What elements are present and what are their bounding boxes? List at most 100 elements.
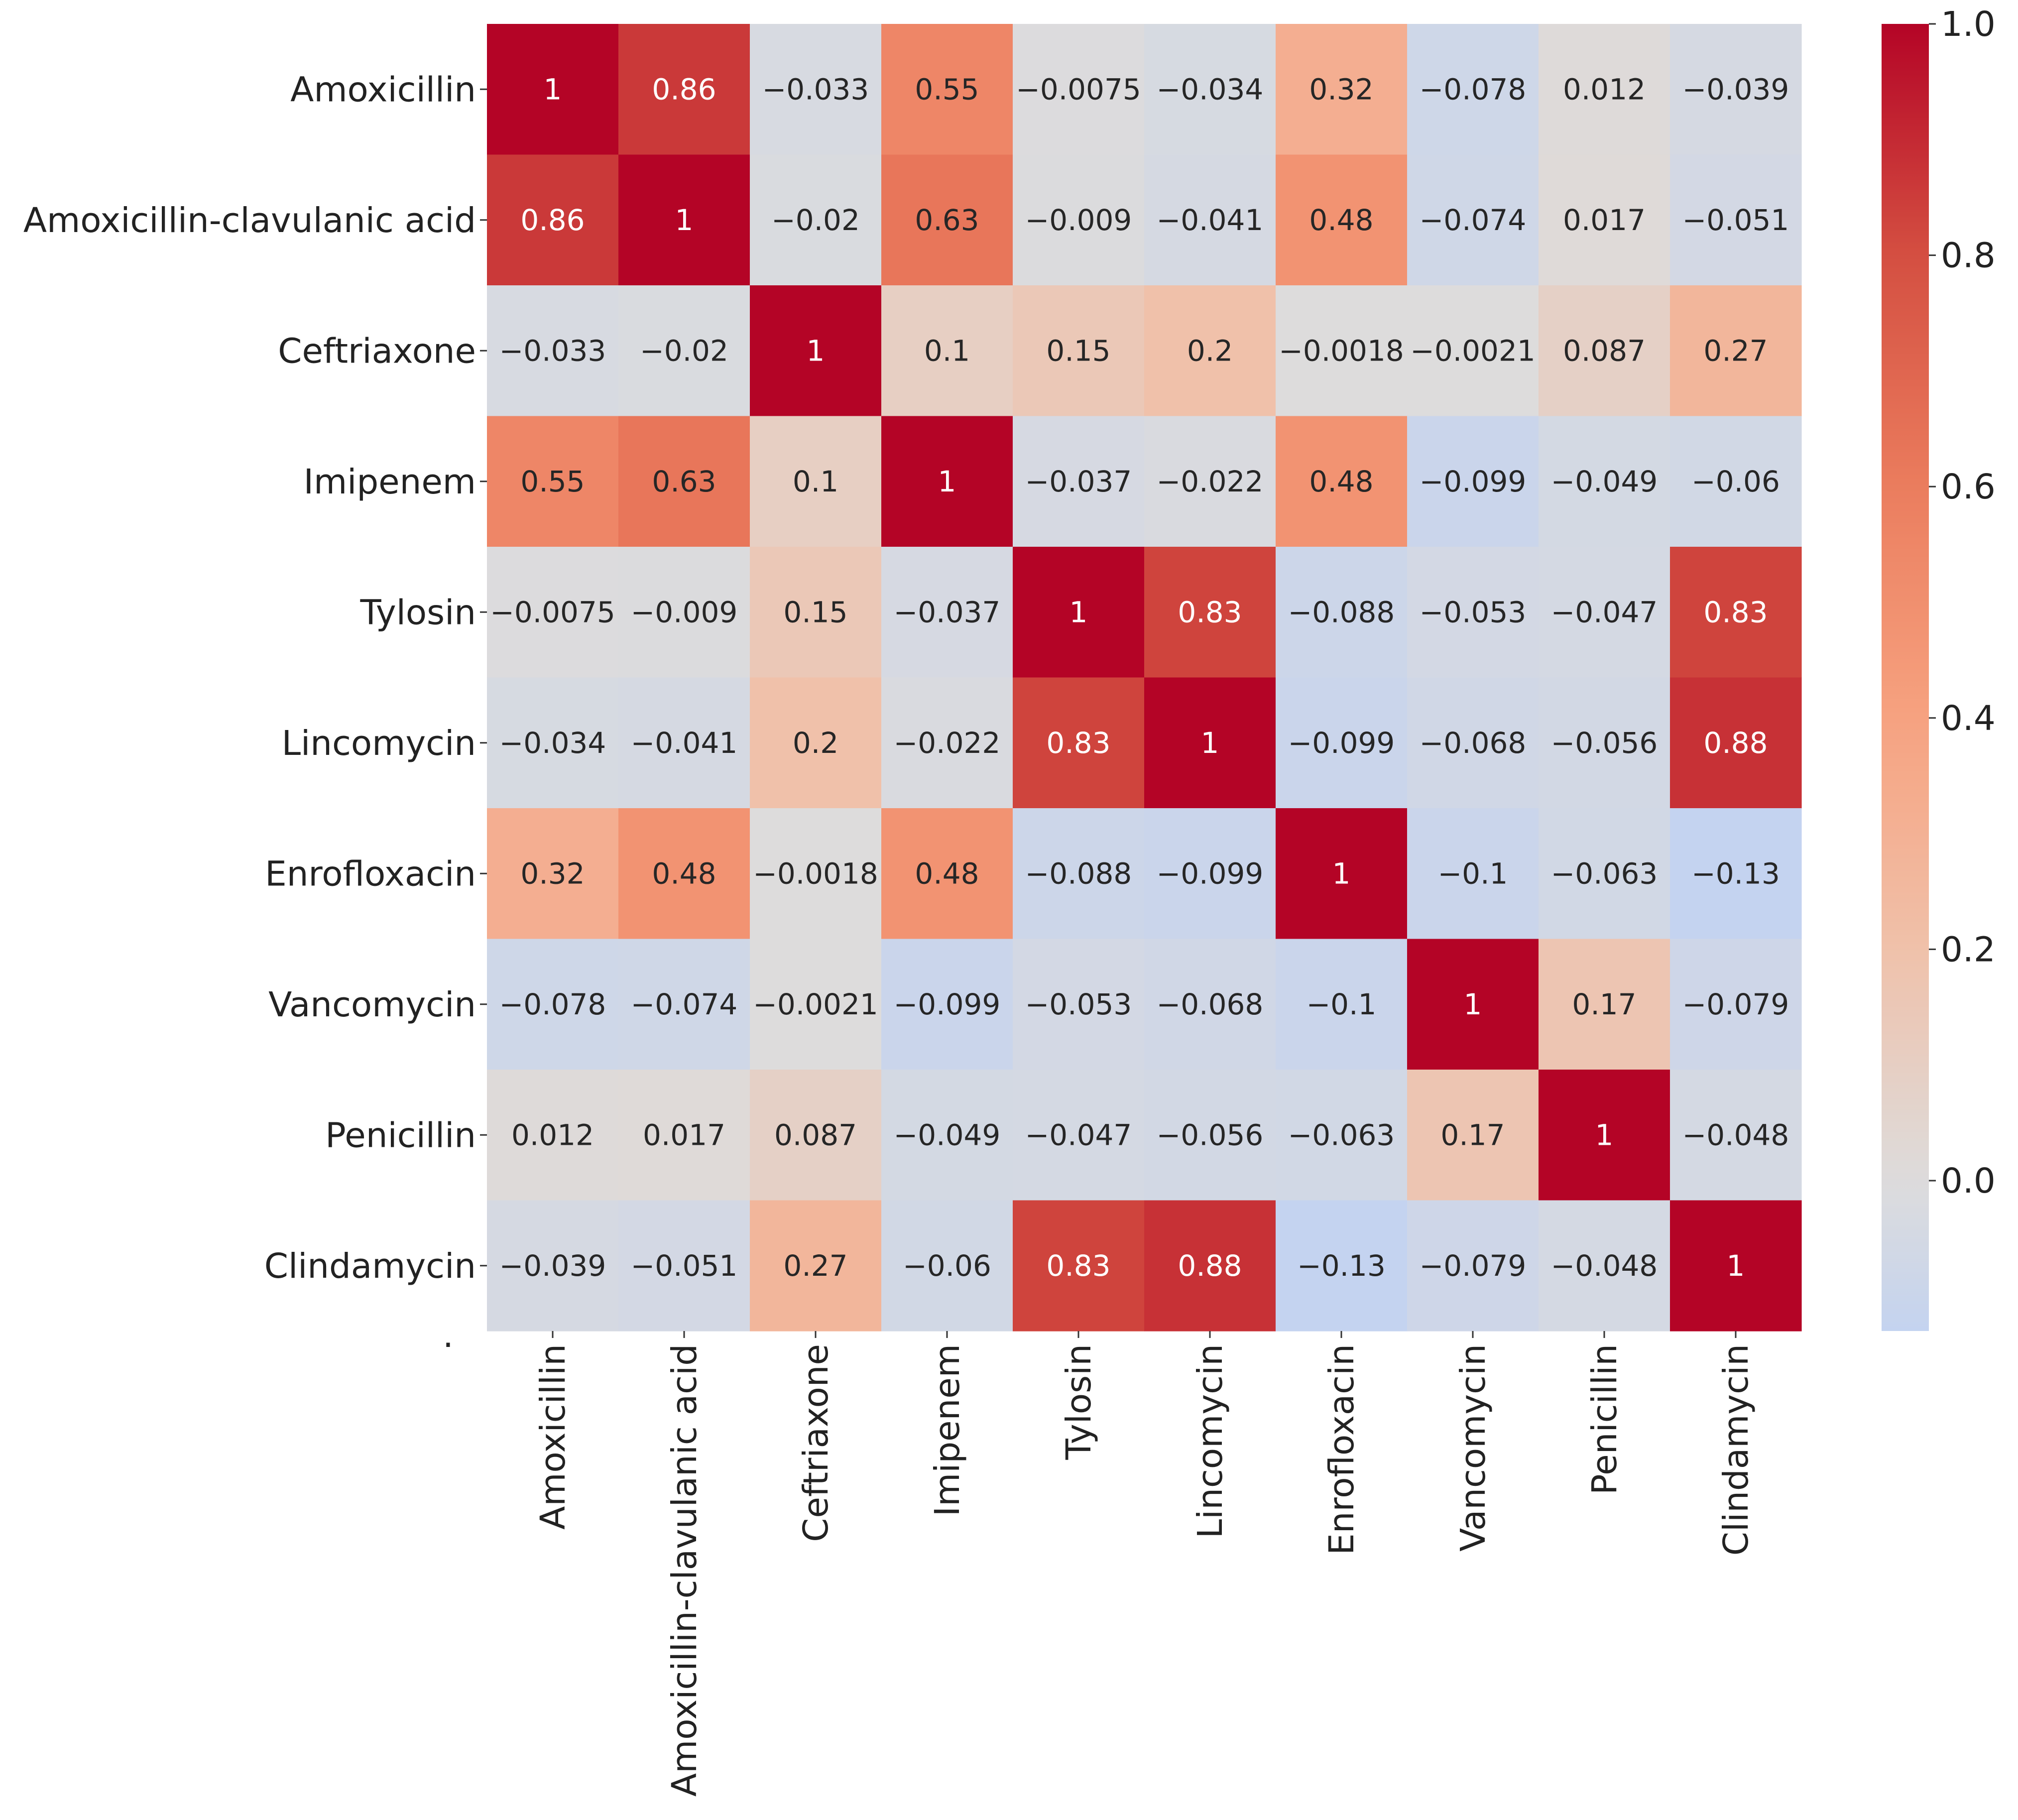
- cell-value-label: −0.063: [1551, 856, 1658, 890]
- heatmap-cells: [487, 24, 1802, 1332]
- cell-value-label: −0.051: [1682, 203, 1789, 237]
- heatmap-cell: [1670, 547, 1802, 678]
- cell-value-label: −0.099: [894, 987, 1001, 1021]
- heatmap-cell: [487, 1200, 619, 1332]
- cell-value-label: 0.15: [1046, 334, 1110, 367]
- y-tick-label: Enrofloxacin: [265, 854, 476, 894]
- heatmap-cell: [1670, 24, 1802, 155]
- heatmap-cell: [1276, 285, 1408, 417]
- cell-value-label: −0.034: [499, 726, 606, 760]
- heatmap-cell: [881, 154, 1013, 286]
- heatmap-cell: [487, 1070, 619, 1201]
- cell-value-label: −0.02: [771, 203, 860, 237]
- cell-value-label: 1: [544, 72, 562, 106]
- cell-value-label: −0.053: [1420, 595, 1527, 629]
- heatmap-cell: [618, 1200, 750, 1332]
- cell-value-label: 0.2: [1187, 334, 1233, 367]
- cell-value-label: 0.017: [1563, 203, 1646, 237]
- x-axis: Amoxicillin Amoxicillin-clavulanic acid Ce…: [533, 1331, 1756, 1797]
- cell-value-label: −0.0021: [753, 987, 878, 1021]
- heatmap-cell: [618, 808, 750, 940]
- heatmap-cell: [750, 939, 882, 1070]
- cell-value-label: −0.022: [1157, 465, 1264, 498]
- cell-value-label: −0.039: [1682, 72, 1789, 106]
- cell-value-label: −0.079: [1682, 987, 1789, 1021]
- heatmap-cell: [1144, 1200, 1276, 1332]
- heatmap-cell: [881, 939, 1013, 1070]
- cell-value-label: −0.0021: [1410, 334, 1536, 367]
- cell-value-label: −0.02: [640, 334, 728, 367]
- cell-value-label: 0.63: [652, 465, 716, 498]
- cell-value-label: −0.033: [499, 334, 606, 367]
- heatmap-cell: [487, 547, 619, 678]
- heatmap-cell: [750, 1070, 882, 1201]
- heatmap-cell: [750, 677, 882, 809]
- cell-value-label: −0.047: [1551, 595, 1658, 629]
- heatmap-cell: [1407, 808, 1539, 940]
- heatmap-cell: [881, 1200, 1013, 1332]
- heatmap-cell: [1276, 1070, 1408, 1201]
- heatmap-cell: [487, 154, 619, 286]
- cell-value-label: −0.041: [1157, 203, 1264, 237]
- heatmap-cell: [1276, 1200, 1408, 1332]
- heatmap-cell: [1144, 154, 1276, 286]
- cell-value-label: 0.012: [1563, 72, 1646, 106]
- cell-value-label: 1: [675, 203, 694, 237]
- cell-value-label: 0.087: [1563, 334, 1646, 367]
- cell-value-label: 0.83: [1046, 726, 1110, 760]
- heatmap-cell: [881, 24, 1013, 155]
- heatmap-cell: [1407, 1070, 1539, 1201]
- heatmap-cell: [1670, 808, 1802, 940]
- cell-value-label: 0.1: [793, 465, 838, 498]
- cell-value-label: −0.099: [1420, 465, 1527, 498]
- heatmap-cell: [881, 285, 1013, 417]
- heatmap-cell: [1013, 1070, 1145, 1201]
- heatmap-cell: [1539, 24, 1670, 155]
- heatmap-cell: [487, 416, 619, 547]
- y-tick-label: Ceftriaxone: [278, 331, 476, 371]
- y-tick-label: Lincomycin: [282, 724, 476, 763]
- heatmap-cell: [618, 677, 750, 809]
- x-tick-label: Amoxicillin-clavulanic acid: [665, 1344, 705, 1797]
- cell-value-label: 0.86: [652, 72, 716, 106]
- heatmap-cell: [1144, 808, 1276, 940]
- heatmap-cell: [1670, 1070, 1802, 1201]
- heatmap-cell: [1013, 547, 1145, 678]
- heatmap-cell: [881, 416, 1013, 547]
- heatmap-cell: [1276, 416, 1408, 547]
- cell-value-label: 0.27: [783, 1249, 847, 1283]
- heatmap-cell: [1013, 939, 1145, 1070]
- cell-value-label: 1: [1595, 1118, 1614, 1152]
- cell-value-label: −0.037: [894, 595, 1001, 629]
- cell-value-label: −0.13: [1297, 1249, 1386, 1283]
- cell-value-label: 0.83: [1178, 595, 1242, 629]
- cell-value-label: 0.32: [1309, 72, 1373, 106]
- heatmap-cell: [1670, 1200, 1802, 1332]
- heatmap-cell: [1144, 939, 1276, 1070]
- heatmap-cell: [881, 808, 1013, 940]
- colorbar-tick-label: 0.6: [1941, 467, 1996, 507]
- x-tick-label: Imipenem: [928, 1344, 967, 1516]
- heatmap-cell: [881, 547, 1013, 678]
- cell-value-label: 1: [1464, 987, 1482, 1021]
- heatmap-cell: [1407, 24, 1539, 155]
- heatmap-cell: [1407, 1200, 1539, 1332]
- heatmap-cell: [1539, 677, 1670, 809]
- cell-value-label: −0.009: [631, 595, 738, 629]
- heatmap-cell: [1670, 939, 1802, 1070]
- heatmap-cell: [618, 547, 750, 678]
- cell-value-label: −0.048: [1682, 1118, 1789, 1152]
- heatmap-cell: [881, 1070, 1013, 1201]
- cell-value-label: 0.63: [915, 203, 979, 237]
- heatmap-cell: [1670, 416, 1802, 547]
- cell-value-label: −0.049: [894, 1118, 1001, 1152]
- cell-value-label: −0.037: [1025, 465, 1132, 498]
- cell-value-label: 0.27: [1703, 334, 1768, 367]
- heatmap-cell: [1144, 1070, 1276, 1201]
- y-tick-label: Amoxicillin-clavulanic acid: [23, 201, 476, 241]
- cell-value-label: −0.047: [1025, 1118, 1132, 1152]
- heatmap-cell: [1276, 677, 1408, 809]
- heatmap-cell: [1144, 677, 1276, 809]
- cell-value-label: −0.039: [499, 1249, 606, 1283]
- colorbar-tick-label: 1.0: [1941, 4, 1996, 44]
